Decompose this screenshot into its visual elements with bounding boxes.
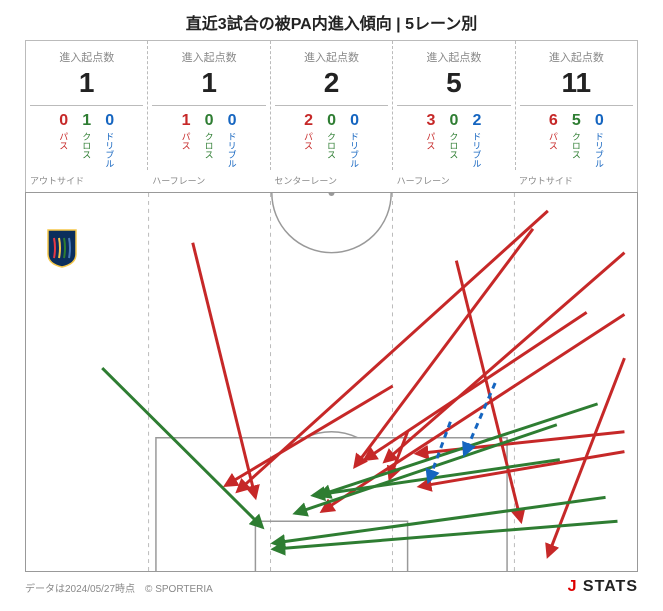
breakdown: 6 パス 5 クロス 0 ドリブル [520, 112, 633, 168]
stat-total: 1 [30, 67, 143, 106]
bd-dribble-label: ドリブル [593, 132, 606, 168]
bd-cross-num: 0 [449, 112, 458, 130]
team-badge [46, 228, 78, 268]
bd-pass-num: 1 [182, 112, 191, 130]
arrow-pass [226, 386, 393, 485]
lane-name-0: アウトサイド [26, 170, 148, 192]
bd-pass-num: 3 [426, 112, 435, 130]
stat-label: 進入起点数 [397, 49, 510, 65]
bd-dribble-num: 2 [472, 112, 481, 130]
arrow-pass [420, 452, 625, 487]
bd-cross-label: クロス [325, 132, 338, 159]
stat-total: 5 [397, 67, 510, 106]
bd-pass-label: パス [180, 132, 193, 150]
stat-label: 進入起点数 [152, 49, 265, 65]
bd-cross-num: 1 [82, 112, 91, 130]
bd-pass-label: パス [424, 132, 437, 150]
stat-total: 11 [520, 67, 633, 106]
breakdown: 2 パス 0 クロス 0 ドリブル [275, 112, 388, 168]
bd-dribble-num: 0 [350, 112, 359, 130]
logo-j-icon: J [568, 578, 578, 595]
bd-cross: 0 クロス [325, 112, 338, 168]
lane-stat-4: 進入起点数 11 6 パス 5 クロス 0 ドリブル [516, 41, 637, 170]
bd-cross-label: クロス [80, 132, 93, 159]
lane-stat-1: 進入起点数 1 1 パス 0 クロス 0 ドリブル [148, 41, 270, 170]
bd-dribble: 0 ドリブル [226, 112, 239, 168]
bd-pass: 1 パス [180, 112, 193, 168]
footer: データは2024/05/27時点 © SPORTERIA J STATS [25, 578, 638, 596]
bd-cross-num: 0 [327, 112, 336, 130]
lane-stat-3: 進入起点数 5 3 パス 0 クロス 2 ドリブル [393, 41, 515, 170]
bd-pass-label: パス [57, 132, 70, 150]
bd-dribble: 0 ドリブル [103, 112, 116, 168]
lane-stat-0: 進入起点数 1 0 パス 1 クロス 0 ドリブル [26, 41, 148, 170]
stat-total: 2 [275, 67, 388, 106]
bd-cross-label: クロス [203, 132, 216, 159]
pitch-area [25, 192, 638, 572]
bd-dribble-label: ドリブル [348, 132, 361, 168]
lane-name-3: ハーフレーン [393, 170, 515, 192]
bd-pass-num: 2 [304, 112, 313, 130]
arrow-pass [385, 253, 625, 462]
bd-pass: 6 パス [547, 112, 560, 168]
stat-label: 進入起点数 [30, 49, 143, 65]
stats-logo: J STATS [568, 578, 638, 596]
logo-rest: STATS [577, 578, 638, 595]
bd-cross: 0 クロス [447, 112, 460, 168]
stat-label: 進入起点数 [275, 49, 388, 65]
bd-dribble: 0 ドリブル [348, 112, 361, 168]
stat-total: 1 [152, 67, 265, 106]
lane-name-1: ハーフレーン [148, 170, 270, 192]
breakdown: 1 パス 0 クロス 0 ドリブル [152, 112, 265, 168]
bd-dribble-label: ドリブル [470, 132, 483, 168]
stats-row: 進入起点数 1 0 パス 1 クロス 0 ドリブル 進入起点数 1 1 パス [25, 40, 638, 170]
bd-dribble-num: 0 [595, 112, 604, 130]
arrow-pass [322, 314, 624, 511]
bd-cross-label: クロス [570, 132, 583, 159]
bd-cross: 0 クロス [203, 112, 216, 168]
chart-container: 直近3試合の被PA内進入傾向 | 5レーン別 進入起点数 1 0 パス 1 クロ… [0, 0, 663, 611]
lane-name-2: センターレーン [270, 170, 392, 192]
bd-pass-num: 0 [59, 112, 68, 130]
bd-dribble-num: 0 [105, 112, 114, 130]
bd-pass: 2 パス [302, 112, 315, 168]
bd-pass: 3 パス [424, 112, 437, 168]
bd-pass-label: パス [547, 132, 560, 150]
breakdown: 0 パス 1 クロス 0 ドリブル [30, 112, 143, 168]
bd-cross-num: 5 [572, 112, 581, 130]
pitch-svg [26, 193, 637, 571]
breakdown: 3 パス 0 クロス 2 ドリブル [397, 112, 510, 168]
chart-title: 直近3試合の被PA内進入傾向 | 5レーン別 [25, 10, 638, 34]
bd-dribble: 2 ドリブル [470, 112, 483, 168]
arrow-cross [319, 404, 598, 496]
lane-name-4: アウトサイド [515, 170, 637, 192]
bd-cross-num: 0 [205, 112, 214, 130]
bd-dribble-label: ドリブル [226, 132, 239, 168]
bd-cross-label: クロス [447, 132, 460, 159]
stat-label: 進入起点数 [520, 49, 633, 65]
bd-pass: 0 パス [57, 112, 70, 168]
bd-dribble-num: 0 [228, 112, 237, 130]
bd-dribble: 0 ドリブル [593, 112, 606, 168]
bd-pass-label: パス [302, 132, 315, 150]
arrow-cross [102, 368, 262, 527]
footer-credit: データは2024/05/27時点 © SPORTERIA [25, 580, 213, 595]
bd-dribble-label: ドリブル [103, 132, 116, 168]
bd-pass-num: 6 [549, 112, 558, 130]
lane-names-row: アウトサイドハーフレーンセンターレーンハーフレーンアウトサイド [25, 170, 638, 192]
arrow-pass [193, 243, 256, 498]
bd-cross: 5 クロス [570, 112, 583, 168]
lane-stat-2: 進入起点数 2 2 パス 0 クロス 0 ドリブル [271, 41, 393, 170]
bd-cross: 1 クロス [80, 112, 93, 168]
